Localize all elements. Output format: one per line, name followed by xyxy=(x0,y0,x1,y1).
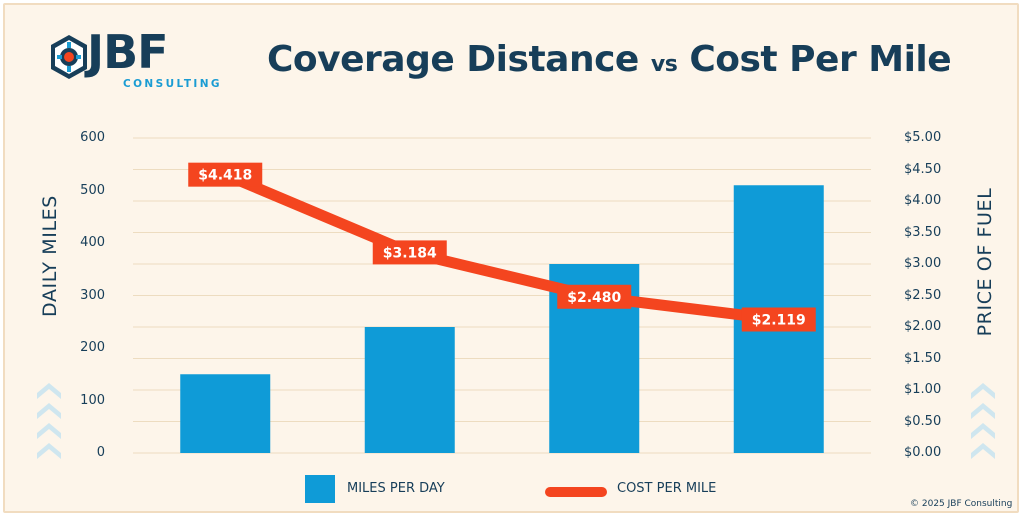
cost-label-box xyxy=(188,162,263,187)
right-tick-label: $2.00 xyxy=(904,319,942,334)
right-tick-label: $3.50 xyxy=(904,224,942,240)
left-tick-label: 500 xyxy=(80,182,105,198)
series-line-cost-per-mile xyxy=(219,169,785,326)
logo-emblem-icon xyxy=(51,35,87,79)
legend-line-swatch xyxy=(545,487,607,497)
right-tick-label: $3.00 xyxy=(904,256,942,271)
legend-miles-per-day: MILES PER DAY xyxy=(347,481,445,496)
cost-label-box xyxy=(557,284,632,309)
chart-title: Coverage Distance vs Cost Per Mile xyxy=(267,39,952,80)
cost-label: $4.418 xyxy=(188,162,263,187)
title-vs: vs xyxy=(650,52,678,77)
logo-wordmark: JBF xyxy=(87,25,169,79)
cost-label-text: $2.480 xyxy=(567,290,621,306)
left-tick-label: 600 xyxy=(80,130,105,145)
legend-cost-per-mile: COST PER MILE xyxy=(617,481,717,496)
plot-area: $4.418 $3.184 $2.480 $2.119 xyxy=(133,137,871,454)
right-tick-label: $2.50 xyxy=(904,287,942,303)
right-tick-label: $0.00 xyxy=(904,445,942,460)
cost-label: $2.480 xyxy=(557,284,632,309)
right-tick-label: $4.50 xyxy=(904,161,942,177)
cost-label-box xyxy=(741,307,816,332)
bar-miles-per-day xyxy=(180,374,271,453)
left-tick-label: 300 xyxy=(80,287,105,303)
right-tick-label: $0.50 xyxy=(904,413,942,429)
cost-label: $2.119 xyxy=(741,307,816,332)
logo-subtitle: CONSULTING xyxy=(123,78,222,90)
chart-frame: JBF CONSULTING Coverage Distance vs Cost… xyxy=(3,3,1019,513)
right-tick-label: $5.00 xyxy=(904,130,942,145)
left-tick-label: 200 xyxy=(80,340,105,355)
copyright-notice: © 2025 JBF Consulting xyxy=(910,499,1013,509)
cost-label-text: $3.184 xyxy=(383,245,437,261)
bar-miles-per-day xyxy=(364,327,455,453)
left-chevrons-icon xyxy=(37,383,61,459)
title-end: Cost Per Mile xyxy=(677,39,952,80)
title-main: Coverage Distance xyxy=(267,39,651,80)
cost-label: $3.184 xyxy=(372,240,447,265)
jbf-logo: JBF CONSULTING xyxy=(47,25,227,95)
cost-label-text: $4.418 xyxy=(198,168,252,184)
right-chevrons-icon xyxy=(971,383,995,459)
right-tick-label: $1.00 xyxy=(904,382,942,397)
right-tick-label: $4.00 xyxy=(904,193,942,208)
cost-label-text: $2.119 xyxy=(752,313,806,329)
left-tick-label: 100 xyxy=(80,392,105,408)
left-tick-label: 0 xyxy=(96,445,105,460)
left-tick-label: 400 xyxy=(80,235,105,250)
cost-label-box xyxy=(372,240,447,265)
right-tick-label: $1.50 xyxy=(904,350,942,366)
legend-bar-swatch xyxy=(305,475,335,503)
